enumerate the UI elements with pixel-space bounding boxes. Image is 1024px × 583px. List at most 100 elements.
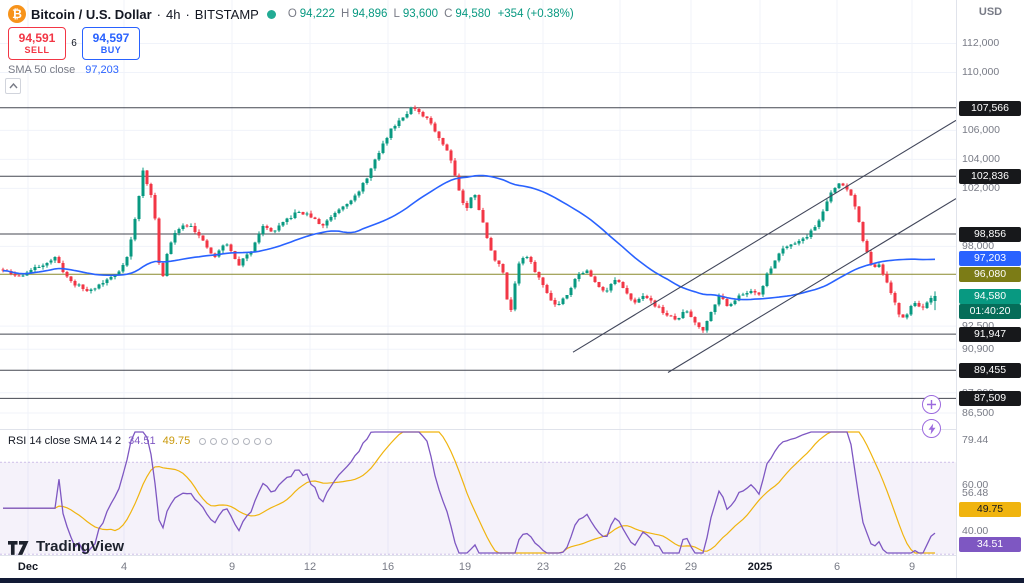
candle-body (817, 220, 821, 228)
candle-body (125, 256, 129, 266)
candle-body (589, 270, 593, 277)
tradingview-logo[interactable]: TradingView (8, 538, 124, 555)
candle-body (453, 160, 457, 176)
candle-body (149, 183, 153, 195)
candle-body (609, 284, 613, 291)
candle-body (433, 123, 437, 132)
rsi-name: RSI 14 close SMA 14 2 (8, 435, 122, 447)
time-tick: 2025 (747, 561, 773, 573)
instant-order-button[interactable] (922, 419, 941, 438)
candle-body (553, 300, 557, 305)
candle-body (633, 299, 637, 303)
low-value: 93,600 (402, 8, 439, 20)
sell-button[interactable]: 94,591 SELL (8, 27, 66, 60)
pane-separator[interactable] (0, 429, 956, 430)
candle-body (873, 264, 877, 268)
candle-body (849, 189, 853, 196)
candle-body (845, 185, 849, 190)
candle-body (829, 192, 833, 202)
candle-body (377, 152, 381, 160)
trend-line (667, 198, 956, 373)
rsi-pane-canvas[interactable] (0, 430, 956, 555)
candle-body (749, 290, 753, 293)
tradingview-logo-text: TradingView (36, 538, 125, 555)
buy-button[interactable]: 94,597 BUY (82, 27, 140, 60)
interval-label[interactable]: 4h (165, 6, 181, 22)
candle-body (33, 267, 37, 270)
time-tick: 12 (303, 561, 317, 573)
candle-body (741, 294, 745, 296)
candle-body (273, 230, 277, 232)
time-tick: 29 (684, 561, 698, 573)
candle-body (241, 258, 245, 266)
candle-body (693, 317, 697, 323)
time-tick: 26 (613, 561, 627, 573)
candle-body (585, 270, 589, 273)
candle-body (193, 225, 197, 232)
candle-body (649, 298, 653, 301)
candle-body (617, 279, 621, 283)
candle-body (389, 128, 393, 138)
candle-body (789, 244, 793, 247)
price-axis[interactable]: USD 112,000 110,000 106,000 104,000 102,000 9… (956, 0, 1024, 578)
time-tick: 9 (228, 561, 236, 573)
candle-body (105, 279, 109, 283)
candle-body (729, 303, 733, 307)
symbol-name[interactable]: Bitcoin / U.S. Dollar (31, 6, 152, 22)
time-tick: Dec (17, 561, 39, 573)
candle-body (61, 263, 65, 272)
candle-body (177, 228, 181, 233)
candle-body (133, 219, 137, 240)
rsi-tick: 60.00 (962, 479, 989, 492)
candle-body (893, 292, 897, 303)
rsi-sma-line (3, 431, 935, 554)
candle-body (277, 225, 281, 231)
chevron-up-icon (8, 83, 18, 89)
candle-body (269, 227, 273, 232)
pane-collapse-button[interactable] (5, 78, 21, 94)
candle-body (565, 295, 569, 299)
candle-body (381, 143, 385, 153)
sma-indicator-legend[interactable]: SMA 50 close 97,203 (8, 64, 119, 76)
time-tick: 19 (458, 561, 472, 573)
candle-body (97, 284, 101, 289)
candle-body (721, 295, 725, 300)
candle-body (529, 256, 533, 263)
separator: · (156, 6, 161, 22)
candle-body (1, 269, 5, 271)
close-value: 94,580 (455, 8, 491, 20)
candle-body (733, 300, 737, 304)
candle-body (57, 256, 61, 264)
candle-body (869, 251, 873, 265)
candle-body (285, 218, 289, 222)
window-bottom-bar (0, 578, 1024, 583)
rsi-indicator-legend[interactable]: RSI 14 close SMA 14 2 34.51 49.75 (8, 435, 273, 447)
rsi-value: 34.51 (128, 435, 156, 447)
candle-body (517, 263, 521, 284)
candle-body (653, 300, 657, 307)
candle-body (257, 234, 261, 243)
main-chart-canvas[interactable] (0, 0, 956, 430)
candle-body (521, 257, 525, 264)
candle-body (229, 244, 233, 252)
candle-body (505, 272, 509, 300)
rsi-tick: 56.48 (962, 487, 989, 500)
exchange-label[interactable]: BITSTAMP (194, 6, 259, 22)
time-axis[interactable]: Dec 4 9 12 16 19 23 26 29 2025 6 9 (0, 555, 956, 578)
price-tick: 106,000 (962, 124, 1000, 137)
sma-price-badge: 97,203 (959, 250, 1021, 266)
candle-body (809, 230, 813, 237)
rsi-line (3, 431, 936, 554)
candle-body (905, 314, 909, 318)
price-tick: 98,000 (962, 240, 995, 253)
candle-body (549, 293, 553, 301)
candle-body (665, 313, 669, 316)
add-alert-button[interactable] (922, 395, 941, 414)
candle-body (629, 293, 633, 300)
candle-body (161, 262, 165, 277)
currency-label[interactable]: USD (978, 6, 1003, 18)
candle-body (157, 218, 161, 263)
candle-body (577, 274, 581, 279)
candle-body (365, 178, 369, 184)
candle-body (309, 213, 313, 218)
